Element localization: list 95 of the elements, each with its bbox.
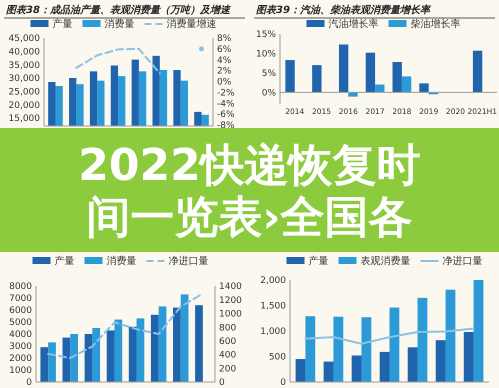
y-tick-label: 0 (26, 378, 32, 388)
y2-tick-label: 800 (219, 323, 236, 334)
bar (446, 290, 456, 382)
y-tick-label: 20,000 (8, 100, 40, 111)
y2-tick-label: 0 (219, 378, 225, 388)
y-tick-label: 10% (256, 50, 276, 60)
bar (128, 326, 137, 382)
bar (380, 352, 390, 382)
y2-tick-label: 400 (219, 350, 236, 361)
y-tick-label: 0% (262, 88, 276, 98)
y-tick-label: 15,000 (8, 114, 40, 124)
y-tick-label: 8000 (9, 282, 32, 292)
y2-tick-label: 4% (217, 56, 232, 66)
y-tick-label: 2,000 (260, 276, 286, 286)
y-tick-label: 25,000 (8, 87, 40, 98)
y2-tick-label: 200 (219, 364, 236, 374)
bar (173, 308, 181, 382)
bar (106, 330, 114, 382)
legend-label: 表观消费量 (360, 255, 410, 267)
legend-label: 产量 (308, 255, 328, 267)
bar (324, 362, 334, 382)
bar (392, 62, 402, 92)
legend-label: 汽油增长率 (328, 18, 378, 30)
y-tick-label: 7000 (9, 294, 32, 304)
bar (40, 347, 48, 382)
y-tick-label: 45,000 (8, 34, 40, 44)
bar (84, 334, 92, 382)
bar (402, 76, 412, 92)
bar (92, 328, 100, 382)
y-tick-label: 5000 (9, 318, 32, 328)
bar (285, 60, 295, 92)
text: 2022快递恢复时间一览表›全国各 (78, 140, 421, 243)
y2-tick-label: 8% (217, 34, 232, 44)
legend-label: 净进口量 (168, 255, 208, 267)
bar (419, 83, 429, 92)
legend-label: 柴油增长率 (410, 18, 460, 30)
y2-tick-label: 1400 (219, 282, 242, 292)
line-series (304, 327, 475, 345)
y2-tick-label: 0% (217, 78, 232, 88)
y-tick-label: 1,500 (260, 302, 286, 312)
y-tick-label: 4000 (9, 330, 32, 340)
legend-label: 净进口量 (442, 255, 482, 267)
bar (48, 342, 56, 382)
bar (136, 318, 144, 382)
bar (366, 52, 376, 92)
bar (464, 332, 474, 382)
bar (375, 84, 384, 92)
y2-tick-label: -6% (217, 110, 235, 120)
legend-label: 产量 (54, 255, 74, 267)
chart-title: 图表39：汽油、柴油表观消费量增长率 (256, 4, 432, 16)
legend-label: 消费量 (106, 255, 136, 267)
bar (418, 298, 428, 382)
bar (180, 294, 188, 382)
bar (472, 50, 482, 92)
y-tick-label: 6000 (9, 306, 32, 316)
y-tick-label: 2000 (9, 354, 32, 364)
y-tick-label: 5% (262, 69, 276, 80)
y-tick-label: 1000 (9, 366, 32, 376)
bar (150, 314, 159, 382)
y-tick-label: 0 (280, 378, 286, 388)
y2-tick-label: -4% (217, 99, 235, 110)
y2-tick-label: 1200 (219, 296, 242, 306)
y2-tick-label: 2% (217, 66, 232, 77)
y-tick-label: 30,000 (8, 74, 40, 84)
y2-tick-label: -2% (217, 88, 235, 98)
bar (338, 44, 348, 92)
bar (352, 355, 362, 382)
bar (390, 308, 400, 382)
legend-label: 消费量 (104, 18, 134, 30)
y2-tick-label: 6% (217, 45, 232, 56)
bar (361, 317, 372, 382)
bar (114, 320, 122, 382)
chart-title: 图表38：成品油产量、表观消费量（万吨）及增速 (6, 4, 231, 16)
y-tick-label: 35,000 (8, 60, 40, 71)
bar (62, 338, 70, 382)
y2-tick-label: 1000 (219, 310, 242, 320)
bar (312, 65, 322, 92)
y-tick-label: 40,000 (8, 47, 40, 58)
y2-tick-label: 600 (219, 337, 236, 348)
y-tick-label: 500 (268, 352, 286, 363)
bar (305, 316, 316, 382)
legend-label: 消费量增速 (166, 18, 216, 30)
bar (436, 340, 446, 382)
bar (296, 359, 306, 382)
bar (333, 316, 344, 382)
bar (195, 305, 203, 382)
legend-label: 产量 (52, 18, 72, 30)
y-tick-label: 1,000 (260, 327, 286, 338)
bar (70, 334, 78, 382)
bar (408, 347, 418, 382)
y-tick-label: 3000 (9, 342, 32, 352)
y2-tick-label: -8% (217, 121, 235, 132)
bar (474, 280, 484, 382)
bar (158, 306, 166, 382)
y-tick-label: 15% (256, 30, 276, 40)
